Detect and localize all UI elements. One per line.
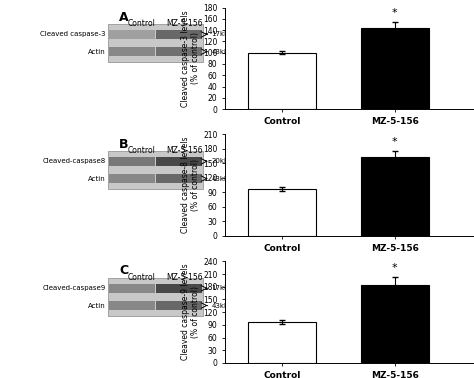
Text: MZ-5-156: MZ-5-156 bbox=[166, 273, 203, 282]
Text: Actin: Actin bbox=[88, 176, 106, 181]
Bar bbox=[109, 284, 155, 293]
Bar bbox=[109, 47, 155, 56]
Bar bbox=[109, 174, 155, 183]
Bar bbox=[108, 24, 202, 62]
Bar bbox=[248, 53, 316, 109]
Bar bbox=[156, 301, 201, 310]
Bar bbox=[109, 157, 155, 166]
Text: 20kDa: 20kDa bbox=[211, 158, 234, 164]
Bar bbox=[248, 189, 316, 236]
Text: Control: Control bbox=[128, 273, 156, 282]
Bar bbox=[361, 157, 429, 236]
Y-axis label: Cleaved caspase-8 levels
(% of control): Cleaved caspase-8 levels (% of control) bbox=[181, 137, 200, 234]
Bar bbox=[109, 30, 155, 39]
Bar bbox=[156, 30, 201, 39]
Text: Actin: Actin bbox=[88, 302, 106, 308]
Text: 43kDa: 43kDa bbox=[211, 176, 234, 181]
Text: 17kDa: 17kDa bbox=[211, 31, 234, 37]
Text: MZ-5-156: MZ-5-156 bbox=[166, 19, 203, 28]
Text: Cleaved-caspase8: Cleaved-caspase8 bbox=[43, 158, 106, 164]
Text: 43kDa: 43kDa bbox=[211, 302, 234, 308]
Text: B: B bbox=[119, 138, 128, 150]
Text: *: * bbox=[392, 137, 398, 147]
Text: Actin: Actin bbox=[88, 49, 106, 55]
Bar bbox=[108, 151, 202, 189]
Text: Cleaved-caspase9: Cleaved-caspase9 bbox=[43, 285, 106, 291]
Bar bbox=[156, 174, 201, 183]
Bar bbox=[108, 277, 202, 316]
Y-axis label: Cleaved caspase-9 levels
(% of control): Cleaved caspase-9 levels (% of control) bbox=[181, 264, 200, 361]
Text: 17kDa: 17kDa bbox=[211, 285, 234, 291]
Text: *: * bbox=[392, 8, 398, 18]
Y-axis label: Cleaved caspase-3 levels
(% of control): Cleaved caspase-3 levels (% of control) bbox=[181, 10, 200, 107]
Text: Control: Control bbox=[128, 19, 156, 28]
Text: *: * bbox=[392, 263, 398, 273]
Text: A: A bbox=[119, 11, 128, 23]
Text: Control: Control bbox=[128, 146, 156, 155]
Text: MZ-5-156: MZ-5-156 bbox=[166, 146, 203, 155]
Bar bbox=[248, 322, 316, 363]
Bar bbox=[156, 284, 201, 293]
Bar bbox=[109, 301, 155, 310]
Bar bbox=[361, 285, 429, 363]
Bar bbox=[156, 47, 201, 56]
Bar bbox=[156, 157, 201, 166]
Text: Cleaved caspase-3: Cleaved caspase-3 bbox=[40, 31, 106, 37]
Text: 43kDa: 43kDa bbox=[211, 49, 234, 55]
Bar bbox=[361, 28, 429, 109]
Text: C: C bbox=[119, 264, 128, 277]
